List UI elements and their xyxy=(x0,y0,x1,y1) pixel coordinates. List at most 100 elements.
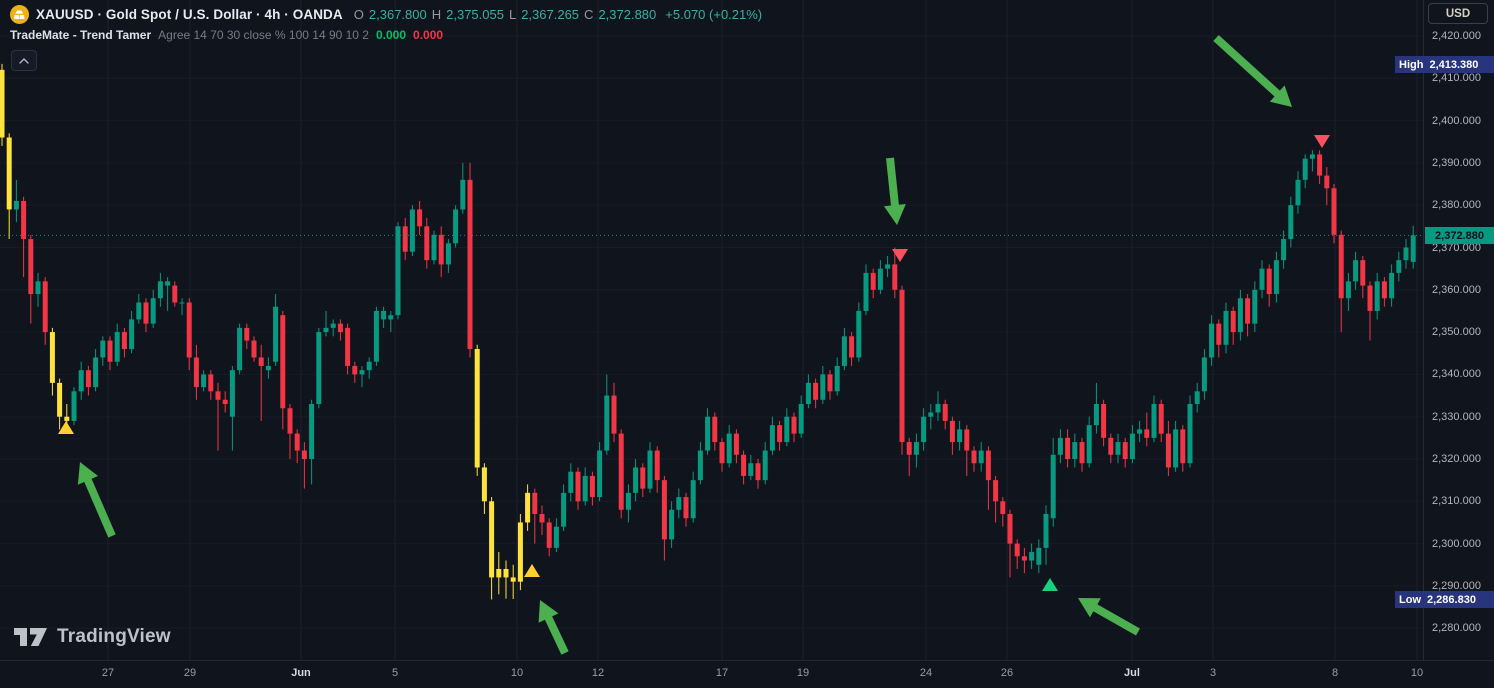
candle xyxy=(381,306,387,328)
price-tick-label: 2,380.000 xyxy=(1432,199,1481,212)
candle xyxy=(1180,425,1186,472)
candle xyxy=(143,298,149,333)
candle-body xyxy=(611,395,617,434)
symbol-title[interactable]: XAUUSD · Gold Spot / U.S. Dollar · 4h · … xyxy=(36,7,343,22)
candle-body xyxy=(669,509,675,540)
candle-body xyxy=(993,480,999,502)
triangle-up-marker-icon xyxy=(1042,578,1058,591)
candle xyxy=(21,196,27,278)
candle xyxy=(532,488,538,544)
candle-body xyxy=(661,480,667,540)
candle-body xyxy=(13,200,19,210)
candlestick-chart[interactable] xyxy=(0,0,1423,660)
candle-body xyxy=(1000,501,1006,514)
indicator-name[interactable]: TradeMate - Trend Tamer xyxy=(10,28,152,42)
price-tick-label: 2,410.000 xyxy=(1432,72,1481,85)
candle-body xyxy=(35,281,41,295)
price-axis[interactable]: USD High 2,413.380 Low 2,286.830 2,372.8… xyxy=(1395,0,1494,660)
candle xyxy=(690,471,696,523)
candle xyxy=(575,467,581,510)
candle xyxy=(359,365,365,388)
candle xyxy=(993,475,999,523)
candle xyxy=(582,467,588,506)
candle-body xyxy=(647,450,653,489)
candle xyxy=(71,387,77,426)
candle-body xyxy=(237,327,243,371)
candle-body xyxy=(0,69,5,138)
candle-body xyxy=(1194,391,1200,405)
candle xyxy=(1302,154,1308,189)
price-tick-label: 2,350.000 xyxy=(1432,326,1481,339)
candle xyxy=(568,463,574,502)
candle xyxy=(265,357,271,379)
candle xyxy=(1165,420,1171,476)
candle-body xyxy=(553,526,559,548)
candle xyxy=(913,433,919,468)
candle-body xyxy=(107,340,113,362)
candle-body xyxy=(1158,404,1164,434)
candle xyxy=(424,217,430,269)
candle xyxy=(935,391,941,421)
candle xyxy=(539,505,545,536)
candle-body xyxy=(589,475,595,498)
price-tick-label: 2,400.000 xyxy=(1432,114,1481,127)
candle xyxy=(323,310,329,337)
candle-body xyxy=(604,395,610,451)
candle-body xyxy=(431,234,437,261)
candle-body xyxy=(1065,437,1071,459)
candle-body xyxy=(100,340,106,358)
high-price-badge: High 2,413.380 xyxy=(1395,56,1494,73)
candle xyxy=(431,230,437,265)
low-label: L xyxy=(508,7,517,22)
chart-pane[interactable] xyxy=(0,0,1423,660)
candle-body xyxy=(1295,179,1301,206)
candle-body xyxy=(978,450,984,464)
tradingview-logo-text: TradingView xyxy=(57,626,171,647)
collapse-header-button[interactable] xyxy=(11,50,37,71)
candle-body xyxy=(705,416,711,451)
candle-body xyxy=(6,137,12,210)
candle xyxy=(1108,433,1114,464)
currency-button[interactable]: USD xyxy=(1428,3,1488,24)
time-axis[interactable]: 27 29 Jun 5 10 12 17 19 24 26 Jul 3 8 10 xyxy=(0,660,1494,688)
candle xyxy=(121,327,127,358)
candle-body xyxy=(798,404,804,434)
candle xyxy=(1007,509,1013,578)
tradingview-mark-icon xyxy=(14,628,47,646)
candle xyxy=(309,399,315,485)
candle xyxy=(42,277,48,345)
candle xyxy=(107,336,113,371)
candle-body xyxy=(445,243,451,265)
candle-body xyxy=(172,285,178,303)
time-axis-label: 10 xyxy=(510,667,524,679)
candle xyxy=(129,310,135,354)
candle-body xyxy=(28,239,34,295)
candle-body xyxy=(1129,433,1135,459)
candle-body xyxy=(1050,454,1056,519)
candle xyxy=(1079,437,1085,472)
candle xyxy=(1381,277,1387,307)
candle-body xyxy=(618,433,624,510)
candle-body xyxy=(784,416,790,443)
candle xyxy=(237,323,243,375)
indicator-row[interactable]: TradeMate - Trend Tamer Agree 14 70 30 c… xyxy=(10,28,443,42)
tradingview-logo[interactable]: TradingView xyxy=(14,626,171,648)
candle xyxy=(294,429,300,464)
candle-body xyxy=(892,264,898,290)
candle xyxy=(589,471,595,506)
candle-body xyxy=(373,310,379,362)
candle xyxy=(625,484,631,523)
candle-body xyxy=(568,471,574,493)
candle xyxy=(928,404,934,430)
candle xyxy=(885,255,891,278)
candle xyxy=(525,484,531,531)
candle-body xyxy=(1014,543,1020,557)
candle-body xyxy=(1259,268,1265,290)
candle xyxy=(172,281,178,307)
candle-body xyxy=(1079,442,1085,464)
candle-body xyxy=(287,408,293,434)
candle-body xyxy=(640,467,646,489)
candle xyxy=(769,416,775,455)
candle xyxy=(978,442,984,472)
